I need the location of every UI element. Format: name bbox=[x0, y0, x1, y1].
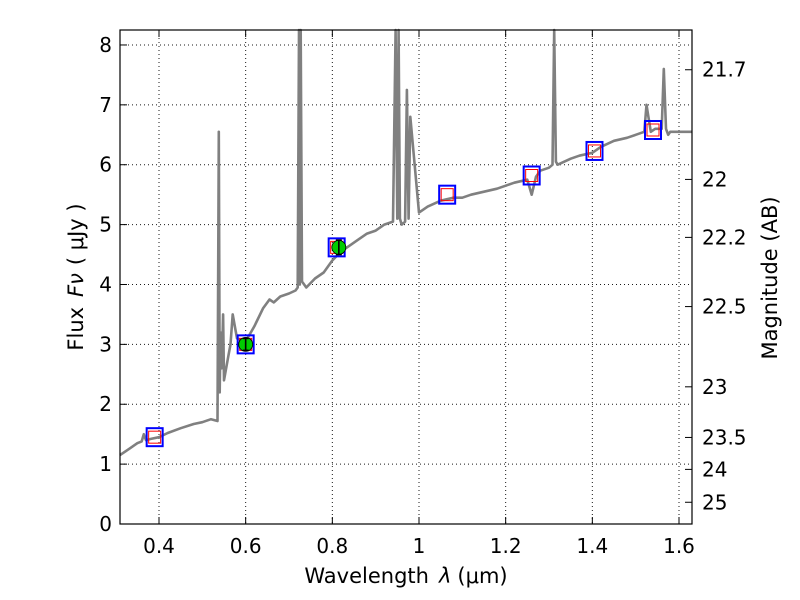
y-axis-label-text: Flux bbox=[64, 307, 88, 351]
y-tick-label: 4 bbox=[99, 272, 112, 296]
y-axis-label: Flux Fν ( μJy ) bbox=[64, 203, 88, 350]
model-point bbox=[236, 334, 255, 355]
y-tick-label: 7 bbox=[99, 93, 112, 117]
spectrum-line bbox=[119, 28, 692, 457]
y-axis-label-unit: ( μJy ) bbox=[64, 203, 88, 265]
x-axis-label-text: Wavelength bbox=[304, 564, 429, 588]
y2-tick-label: 22 bbox=[702, 167, 727, 191]
x-tick-label: 1.6 bbox=[663, 534, 695, 558]
y2-tick-label: 21.7 bbox=[702, 58, 747, 82]
y2-tick-label: 22.5 bbox=[702, 295, 747, 319]
y-tick-label: 5 bbox=[99, 213, 112, 237]
y2-tick-label: 23.5 bbox=[702, 425, 747, 449]
y2-tick-label: 24 bbox=[702, 457, 727, 481]
ticks-layer: 0.4 0.6 0.8 1 1.2 1.4 1.601234567821.72222.222… bbox=[99, 30, 747, 558]
y-tick-label: 2 bbox=[99, 392, 112, 416]
y-tick-label: 6 bbox=[99, 153, 112, 177]
model-point-inner bbox=[440, 188, 454, 202]
points-layer bbox=[145, 119, 662, 448]
x-tick-label: 1 bbox=[413, 534, 426, 558]
x-tick-label: 0.8 bbox=[316, 534, 348, 558]
grid-layer bbox=[120, 30, 692, 524]
model-point bbox=[522, 165, 541, 186]
x-tick-label: 0.4 bbox=[143, 534, 175, 558]
x-axis-label-symbol: λ bbox=[438, 564, 451, 588]
model-point bbox=[585, 140, 604, 161]
model-point bbox=[644, 119, 662, 140]
y-tick-label: 1 bbox=[99, 452, 112, 476]
x-tick-label: 0.6 bbox=[230, 534, 262, 558]
model-point bbox=[145, 427, 164, 448]
plot-frame bbox=[119, 29, 693, 525]
series-layer bbox=[119, 28, 692, 457]
x-tick-label: 1.2 bbox=[490, 534, 522, 558]
y2-tick-label: 25 bbox=[702, 490, 727, 514]
model-point-inner bbox=[148, 430, 162, 444]
x-tick-label: 1.4 bbox=[576, 534, 608, 558]
model-point-inner bbox=[646, 123, 660, 137]
y-axis-label-symbol: Fν bbox=[64, 273, 88, 297]
model-point-inner bbox=[588, 144, 601, 158]
x-axis-label-unit: (μm) bbox=[457, 564, 507, 588]
model-point-inner bbox=[525, 169, 539, 183]
x-axis-label: Wavelength λ (μm) bbox=[304, 564, 507, 588]
y2-tick-label: 22.2 bbox=[702, 225, 747, 249]
model-point bbox=[438, 184, 457, 205]
y2-tick-label: 23 bbox=[702, 375, 727, 399]
y-tick-label: 0 bbox=[99, 512, 112, 536]
y-tick-label: 8 bbox=[99, 33, 112, 57]
y2-axis-label: Magnitude (AB) bbox=[758, 196, 782, 359]
y-tick-label: 3 bbox=[99, 332, 112, 356]
